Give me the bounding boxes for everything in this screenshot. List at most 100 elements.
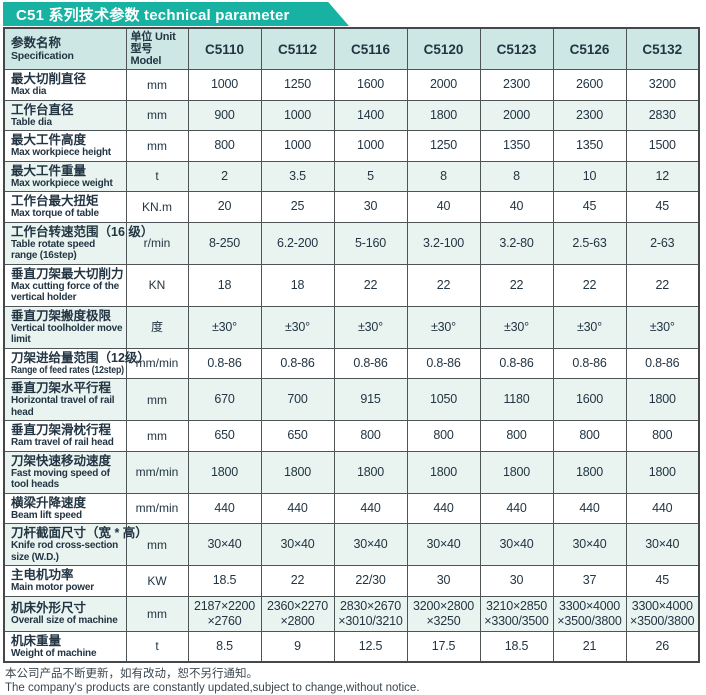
value-cell: 30×40 bbox=[625, 523, 700, 566]
value-cell: 800 bbox=[625, 420, 700, 452]
value-cell: 3.2-80 bbox=[479, 221, 554, 265]
table-row: 工作台转速范围（16 级） Table rotate speed range (1… bbox=[3, 221, 700, 265]
spec-cell: 最大工件重量 Max workpiece weight bbox=[3, 160, 127, 192]
value-cell: 40 bbox=[406, 191, 481, 223]
value-cell: 30 bbox=[479, 565, 554, 597]
spec-label-en: Table rotate speed range (16step) bbox=[11, 238, 96, 262]
spec-cell: 主电机功率 Main motor power bbox=[3, 565, 127, 597]
value-cell: 0.8-86 bbox=[333, 347, 408, 379]
table-row: 垂直刀架水平行程 Horizontal travel of rail head mm… bbox=[3, 378, 700, 421]
value-cell: 22 bbox=[625, 263, 700, 307]
value-cell: ±30° bbox=[625, 305, 700, 349]
value-cell: ±30° bbox=[187, 305, 262, 349]
table-row: 垂直刀架搬度极限 Vertical toolholder move limit 度 ±… bbox=[3, 305, 700, 349]
page-title: C51 系列技术参数 technical parameter bbox=[16, 6, 290, 24]
spec-cell: 刀架快速移动速度 Fast moving speed of tool heads bbox=[3, 450, 127, 494]
spec-label-zh: 垂直刀架滑枕行程 bbox=[11, 423, 112, 437]
value-cell: 2600 bbox=[552, 69, 627, 101]
value-cell: 22 bbox=[552, 263, 627, 307]
value-cell: 1800 bbox=[625, 378, 700, 421]
spec-cell: 垂直刀架水平行程 Horizontal travel of rail head bbox=[3, 378, 127, 421]
value-cell: 30×40 bbox=[406, 523, 481, 566]
value-cell: 440 bbox=[187, 492, 262, 524]
value-cell: 20 bbox=[187, 191, 262, 223]
value-cell: 2187×2200 ×2760 bbox=[187, 595, 262, 632]
value-cell: 1800 bbox=[333, 450, 408, 494]
value-cell: 650 bbox=[187, 420, 262, 452]
spec-cell: 机床外形尺寸 Overall size of machine bbox=[3, 595, 127, 632]
value-cell: 2830 bbox=[625, 99, 700, 131]
value-cell: 1250 bbox=[260, 69, 335, 101]
value-cell: 30×40 bbox=[552, 523, 627, 566]
value-cell: 1800 bbox=[479, 450, 554, 494]
value-cell: 12.5 bbox=[333, 630, 408, 663]
value-cell: 1350 bbox=[552, 130, 627, 162]
spec-cell: 机床重量 Weight of machine bbox=[3, 630, 127, 663]
value-cell: 30×40 bbox=[479, 523, 554, 566]
value-cell: ±30° bbox=[406, 305, 481, 349]
value-cell: 1180 bbox=[479, 378, 554, 421]
value-cell: 45 bbox=[625, 565, 700, 597]
value-cell: ±30° bbox=[552, 305, 627, 349]
value-cell: 1800 bbox=[187, 450, 262, 494]
spec-label-en: Table dia bbox=[11, 116, 52, 128]
spec-cell: 垂直刀架滑枕行程 Ram travel of rail head bbox=[3, 420, 127, 452]
value-cell: 17.5 bbox=[406, 630, 481, 663]
value-cell: 440 bbox=[479, 492, 554, 524]
value-cell: 0.8-86 bbox=[187, 347, 262, 379]
value-cell: 12 bbox=[625, 160, 700, 192]
value-cell: 800 bbox=[479, 420, 554, 452]
value-cell: 22/30 bbox=[333, 565, 408, 597]
value-cell: 440 bbox=[552, 492, 627, 524]
unit-cell: KW bbox=[125, 565, 189, 597]
spec-label-zh: 机床重量 bbox=[11, 633, 62, 648]
spec-label-zh: 工作台直径 bbox=[11, 102, 74, 117]
value-cell: 1800 bbox=[406, 99, 481, 131]
header-unit-model: 单位 Unit 型号 Model bbox=[125, 27, 189, 70]
value-cell: 900 bbox=[187, 99, 262, 131]
value-cell: 1000 bbox=[187, 69, 262, 101]
spec-label-en: Horizontal travel of rail head bbox=[11, 395, 115, 418]
spec-label-en: Overall size of machine bbox=[11, 614, 118, 626]
value-cell: 1800 bbox=[552, 450, 627, 494]
header-spec-en: Specification bbox=[11, 50, 74, 62]
value-cell: 30×40 bbox=[187, 523, 262, 566]
value-cell: 18 bbox=[187, 263, 262, 307]
value-cell: 3200 bbox=[625, 69, 700, 101]
header-unit-line1: 单位 Unit bbox=[130, 31, 176, 43]
value-cell: 2000 bbox=[406, 69, 481, 101]
value-cell: 2000 bbox=[479, 99, 554, 131]
spec-label-en: Fast moving speed of tool heads bbox=[11, 467, 110, 491]
value-cell: 3300×4000 ×3500/3800 bbox=[552, 595, 627, 632]
spec-label-zh: 垂直刀架水平行程 bbox=[11, 381, 112, 395]
value-cell: 18.5 bbox=[479, 630, 554, 663]
unit-cell: mm bbox=[125, 69, 189, 101]
value-cell: 440 bbox=[260, 492, 335, 524]
value-cell: 0.8-86 bbox=[260, 347, 335, 379]
spec-cell: 垂直刀架搬度极限 Vertical toolholder move limit bbox=[3, 305, 127, 349]
title-banner: C51 系列技术参数 technical parameter bbox=[3, 2, 349, 26]
value-cell: 8-250 bbox=[187, 221, 262, 265]
value-cell: 45 bbox=[625, 191, 700, 223]
value-cell: 30 bbox=[406, 565, 481, 597]
value-cell: 1500 bbox=[625, 130, 700, 162]
header-specification: 参数名称 Specification bbox=[3, 27, 127, 70]
unit-cell: mm bbox=[125, 420, 189, 452]
unit-cell: mm/min bbox=[125, 347, 189, 379]
value-cell: 2.5-63 bbox=[552, 221, 627, 265]
table-header-row: 参数名称 Specification 单位 Unit 型号 Model C511… bbox=[3, 27, 700, 70]
value-cell: ±30° bbox=[260, 305, 335, 349]
spec-label-en: Ram travel of rail head bbox=[11, 437, 114, 448]
spec-label-en: Beam lift speed bbox=[11, 509, 82, 521]
value-cell: 3.2-100 bbox=[406, 221, 481, 265]
value-cell: 1600 bbox=[552, 378, 627, 421]
value-cell: 1400 bbox=[333, 99, 408, 131]
value-cell: 1000 bbox=[260, 99, 335, 131]
value-cell: 37 bbox=[552, 565, 627, 597]
spec-label-zh: 横梁升降速度 bbox=[11, 495, 87, 510]
value-cell: 18.5 bbox=[187, 565, 262, 597]
table-row: 垂直刀架最大切削力 Max cutting force of the vertic… bbox=[3, 263, 700, 307]
value-cell: 440 bbox=[333, 492, 408, 524]
value-cell: 5 bbox=[333, 160, 408, 192]
value-cell: 30 bbox=[333, 191, 408, 223]
